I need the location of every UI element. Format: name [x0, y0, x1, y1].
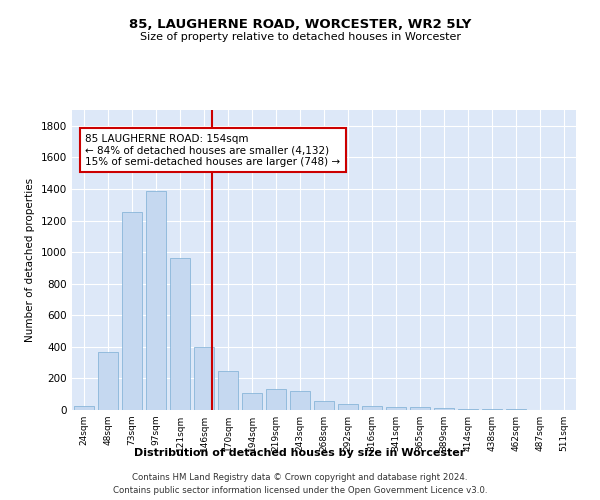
Text: Size of property relative to detached houses in Worcester: Size of property relative to detached ho…: [139, 32, 461, 42]
Bar: [170, 258, 190, 410]
Bar: [74, 406, 94, 410]
Bar: [290, 391, 310, 410]
Text: Contains public sector information licensed under the Open Government Licence v3: Contains public sector information licen…: [113, 486, 487, 495]
Bar: [146, 190, 166, 410]
Bar: [314, 400, 334, 410]
Bar: [338, 404, 358, 410]
Bar: [218, 370, 238, 410]
Bar: [242, 392, 262, 410]
Text: Distribution of detached houses by size in Worcester: Distribution of detached houses by size …: [134, 448, 466, 458]
Text: 85 LAUGHERNE ROAD: 154sqm
← 84% of detached houses are smaller (4,132)
15% of se: 85 LAUGHERNE ROAD: 154sqm ← 84% of detac…: [85, 134, 340, 167]
Bar: [458, 408, 478, 410]
Bar: [98, 352, 118, 410]
Text: Contains HM Land Registry data © Crown copyright and database right 2024.: Contains HM Land Registry data © Crown c…: [132, 474, 468, 482]
Bar: [266, 390, 286, 410]
Bar: [194, 347, 214, 410]
Bar: [122, 212, 142, 410]
Y-axis label: Number of detached properties: Number of detached properties: [25, 178, 35, 342]
Bar: [434, 408, 454, 410]
Bar: [386, 407, 406, 410]
Text: 85, LAUGHERNE ROAD, WORCESTER, WR2 5LY: 85, LAUGHERNE ROAD, WORCESTER, WR2 5LY: [129, 18, 471, 30]
Bar: [482, 409, 502, 410]
Bar: [410, 407, 430, 410]
Bar: [362, 406, 382, 410]
